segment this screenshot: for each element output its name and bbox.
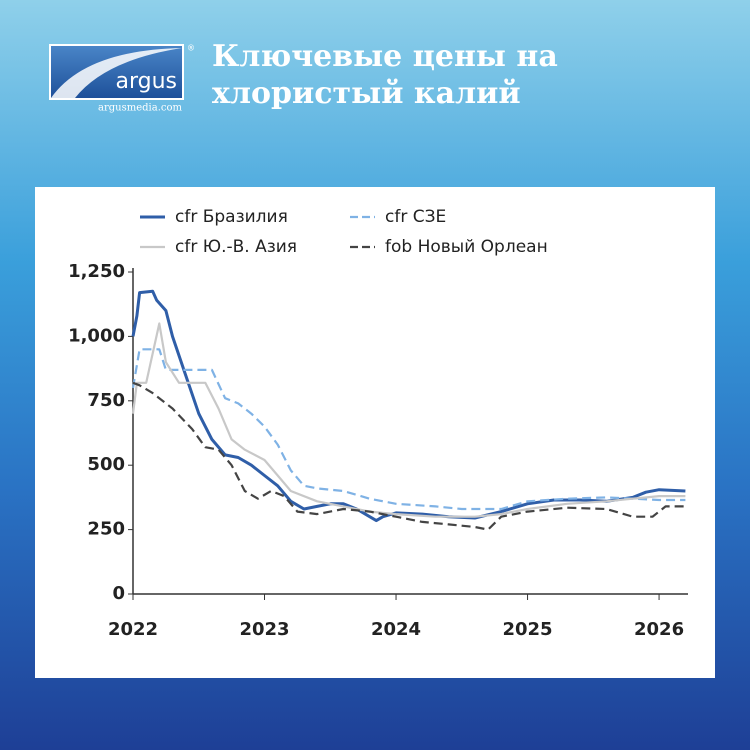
title-line: Ключевые цены на [212, 39, 558, 74]
logo: argus ® argusmedia.com [49, 44, 195, 114]
series-line [131, 322, 686, 518]
y-tick-label: 1,000 [68, 325, 125, 346]
series-line [131, 289, 686, 523]
logo-mark: ® [187, 44, 195, 53]
logo-swoosh [51, 48, 182, 98]
legend-label: fob Новый Орлеан [385, 237, 548, 257]
legend-label: cfr СЗЕ [385, 207, 446, 227]
y-tick-label: 250 [87, 519, 125, 540]
x-tick-label: 2025 [502, 619, 552, 640]
x-tick-label: 2026 [634, 619, 684, 640]
chart: 0 250 500 750 1,000 1,250 2022 2023 2024 2025 2026… [68, 207, 688, 640]
legend-label: cfr Ю.-В. Азия [175, 237, 297, 257]
chart-panel: 0 250 500 750 1,000 1,250 2022 2023 2024 2025 2026… [35, 187, 715, 678]
y-tick-label: 0 [112, 583, 125, 604]
series-line [131, 348, 686, 511]
x-tick-label: 2023 [239, 619, 289, 640]
y-tick-label: 500 [87, 454, 125, 475]
logo-url: argusmedia.com [98, 103, 182, 114]
x-tick-label: 2022 [108, 619, 158, 640]
series-line [132, 381, 686, 531]
y-tick-label: 750 [87, 390, 125, 411]
title-line: хлористый калий [212, 76, 521, 111]
legend-label: cfr Бразилия [175, 207, 288, 227]
y-tick-label: 1,250 [68, 261, 125, 282]
title: Ключевые цены на хлористый калий [212, 38, 558, 112]
x-tick-label: 2024 [371, 619, 421, 640]
logo-text: argus [115, 69, 177, 94]
